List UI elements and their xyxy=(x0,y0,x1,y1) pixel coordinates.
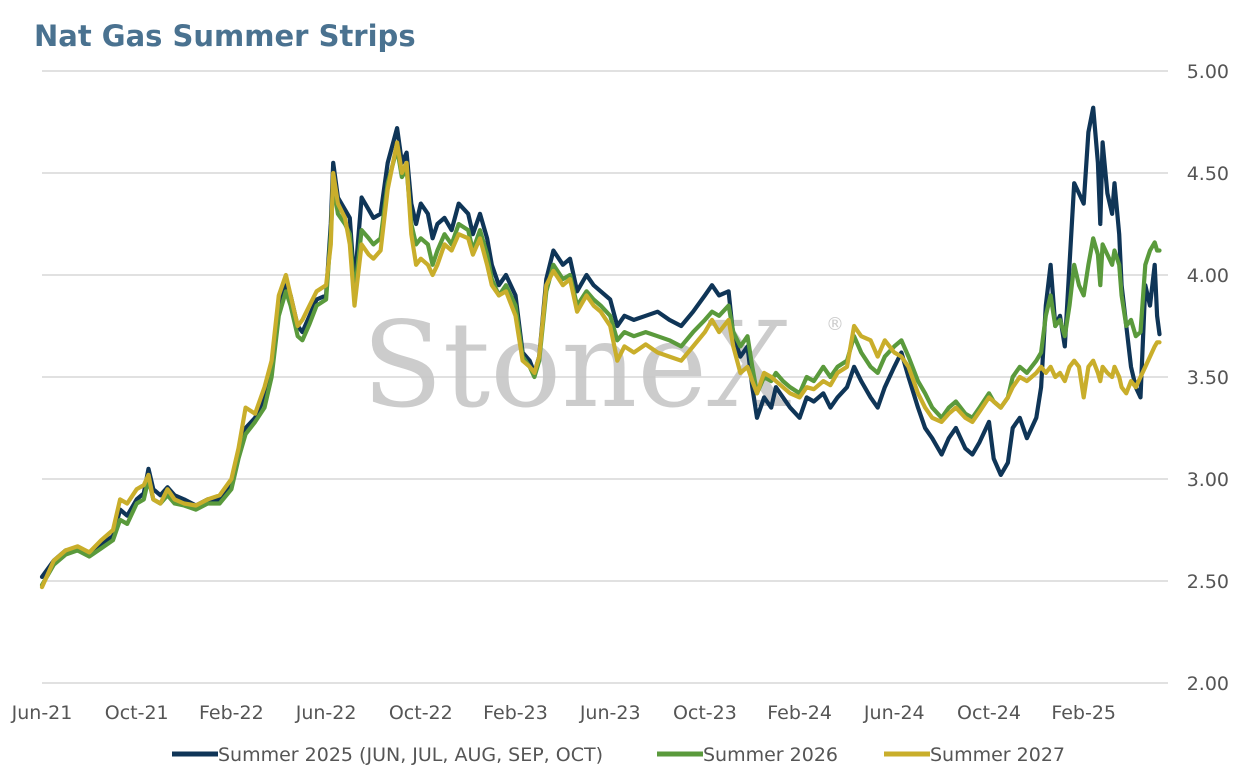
series-lines xyxy=(39,105,1162,590)
y-tick-label: 4.00 xyxy=(1187,265,1229,287)
legend: Summer 2025 (JUN, JUL, AUG, SEP, OCT) Sum… xyxy=(172,744,1065,766)
x-tick-label: Feb-22 xyxy=(199,702,264,724)
x-tick-label: Jun-23 xyxy=(579,702,641,724)
legend-label-3: Summer 2027 xyxy=(930,744,1065,766)
series-line-2 xyxy=(39,146,1162,588)
x-tick-label: Jun-21 xyxy=(11,702,73,724)
watermark-registered-mark: ® xyxy=(826,314,844,335)
stonex-watermark: StoneX ® xyxy=(362,296,844,434)
y-tick-label: 4.50 xyxy=(1187,163,1229,185)
x-tick-label: Feb-24 xyxy=(767,702,832,724)
x-tick-label: Oct-22 xyxy=(389,702,453,724)
y-tick-label: 3.00 xyxy=(1187,469,1229,491)
y-tick-label: 2.00 xyxy=(1187,673,1229,695)
x-tick-label: Jun-24 xyxy=(863,702,925,724)
chart-title: Nat Gas Summer Strips xyxy=(34,19,416,53)
y-tick-label: 5.00 xyxy=(1187,61,1229,83)
x-tick-label: Oct-24 xyxy=(957,702,1021,724)
x-axis-tick-labels: Jun-21 Oct-21 Feb-22 Jun-22 Oct-22 Feb-23 Jun-… xyxy=(11,702,1116,724)
series-line-3 xyxy=(39,140,1162,590)
x-tick-label: Oct-23 xyxy=(673,702,737,724)
y-tick-label: 3.50 xyxy=(1187,367,1229,389)
x-tick-label: Oct-21 xyxy=(105,702,169,724)
y-axis-tick-labels: 2.00 2.50 3.00 3.50 4.00 4.50 5.00 xyxy=(1187,61,1229,695)
x-tick-label: Feb-25 xyxy=(1051,702,1116,724)
x-tick-label: Jun-22 xyxy=(295,702,357,724)
y-tick-label: 2.50 xyxy=(1187,571,1229,593)
watermark-logo-text: StoneX xyxy=(362,296,791,434)
x-tick-label: Feb-23 xyxy=(483,702,548,724)
legend-label-2: Summer 2026 xyxy=(703,744,838,766)
legend-label-1: Summer 2025 (JUN, JUL, AUG, SEP, OCT) xyxy=(218,744,603,766)
